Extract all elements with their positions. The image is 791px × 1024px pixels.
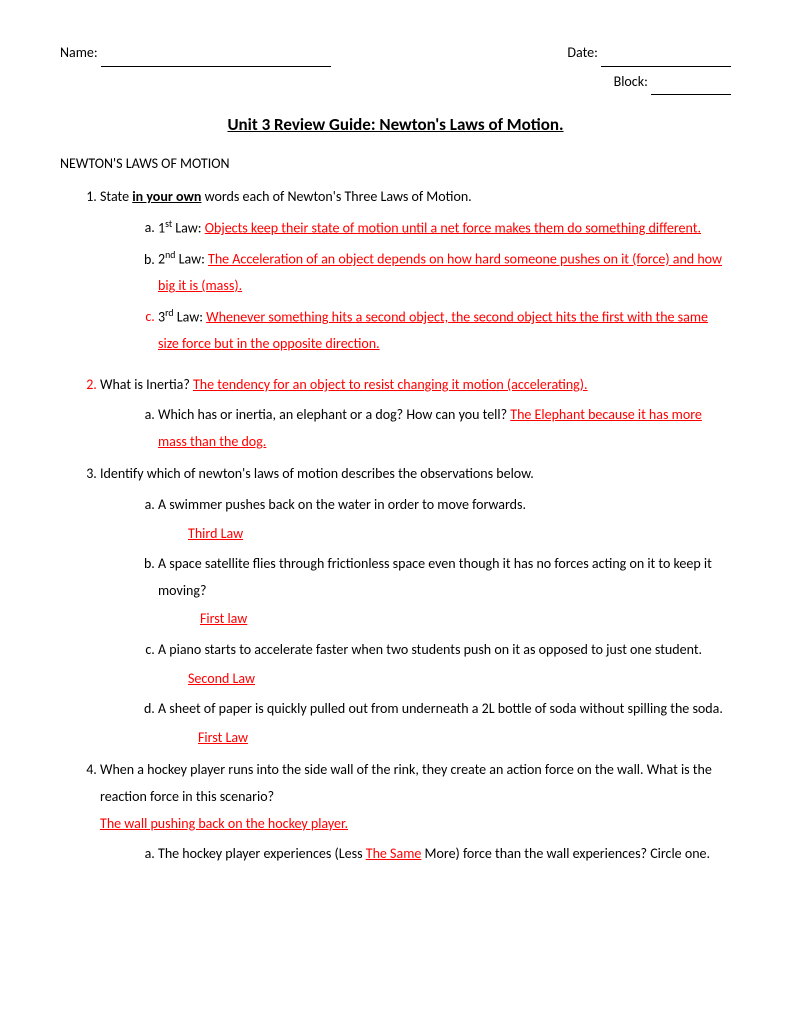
q3d: A sheet of paper is quickly pulled out f… <box>158 696 731 751</box>
q4-prompt: When a hockey player runs into the side … <box>100 761 712 805</box>
question-list: State in your own words each of Newton's… <box>60 184 731 868</box>
name-blank <box>101 66 331 67</box>
q4-answer: The wall pushing back on the hockey play… <box>100 815 348 832</box>
q3b-prompt: A space satellite flies through friction… <box>158 555 712 599</box>
q2-sublist: Which has or inertia, an elephant or a d… <box>100 402 731 455</box>
q1b: 2nd Law: The Acceleration of an object d… <box>158 246 731 300</box>
q1c-law: Law: <box>174 308 207 325</box>
q2a-prompt: Which has or inertia, an elephant or a d… <box>158 406 510 423</box>
q1-prompt-post: words each of Newton's Three Laws of Mot… <box>201 188 471 205</box>
q3c: A piano starts to accelerate faster when… <box>158 637 731 692</box>
header-row: Name: Date: <box>60 40 731 67</box>
q4a-same: The Same <box>366 845 422 862</box>
q3a: A swimmer pushes back on the water in or… <box>158 492 731 547</box>
q3b-answer: First law <box>200 610 247 627</box>
q3d-answer: First Law <box>198 729 248 746</box>
q3a-prompt: A swimmer pushes back on the water in or… <box>158 496 526 513</box>
q2a: Which has or inertia, an elephant or a d… <box>158 402 731 455</box>
date-field: Date: <box>567 40 731 67</box>
q1b-law: Law: <box>175 251 208 268</box>
q3-prompt: Identify which of newton's laws of motio… <box>100 465 534 482</box>
page-title: Unit 3 Review Guide: Newton's Laws of Mo… <box>60 109 731 141</box>
q3c-answer: Second Law <box>188 670 255 687</box>
q2: What is Inertia? The tendency for an obj… <box>100 372 731 456</box>
q3a-answer: Third Law <box>188 525 243 542</box>
date-blank <box>601 66 731 67</box>
q4-sublist: The hockey player experiences (Less The … <box>100 841 731 868</box>
q4a-pre: The hockey player experiences (Less <box>158 845 366 862</box>
q3c-prompt: A piano starts to accelerate faster when… <box>158 641 702 658</box>
q4a-post: More) force than the wall experiences? C… <box>421 845 710 862</box>
block-blank <box>651 94 731 95</box>
q2-answer: The tendency for an object to resist cha… <box>193 376 588 393</box>
q1-prompt-u: in your own <box>132 188 201 205</box>
q3b: A space satellite flies through friction… <box>158 551 731 633</box>
section-heading: NEWTON'S LAWS OF MOTION <box>60 151 731 178</box>
q1-sublist: 1st Law: Objects keep their state of mot… <box>100 215 731 358</box>
q1b-answer: The Acceleration of an object depends on… <box>158 251 722 295</box>
q1b-sup: nd <box>165 249 175 261</box>
date-label: Date: <box>567 44 597 61</box>
q3: Identify which of newton's laws of motio… <box>100 461 731 751</box>
q1c-sup: rd <box>165 307 173 319</box>
q1a-answer: Objects keep their state of motion until… <box>205 219 701 236</box>
q4: When a hockey player runs into the side … <box>100 757 731 867</box>
q1-prompt-pre: State <box>100 188 132 205</box>
q1a-law: Law: <box>172 219 205 236</box>
q1c-answer: Whenever something hits a second object,… <box>158 308 708 352</box>
q3-sublist: A swimmer pushes back on the water in or… <box>100 492 731 751</box>
q3d-prompt: A sheet of paper is quickly pulled out f… <box>158 700 723 717</box>
q2-prompt: What is Inertia? <box>100 376 193 393</box>
q4a: The hockey player experiences (Less The … <box>158 841 731 868</box>
block-label: Block: <box>614 73 648 90</box>
name-label: Name: <box>60 44 98 61</box>
header-row-2: Block: <box>60 69 731 96</box>
q1: State in your own words each of Newton's… <box>100 184 731 358</box>
q1a: 1st Law: Objects keep their state of mot… <box>158 215 731 242</box>
block-field: Block: <box>614 69 731 96</box>
q1c: 3rd Law: Whenever something hits a secon… <box>158 304 731 358</box>
name-field: Name: <box>60 40 331 67</box>
